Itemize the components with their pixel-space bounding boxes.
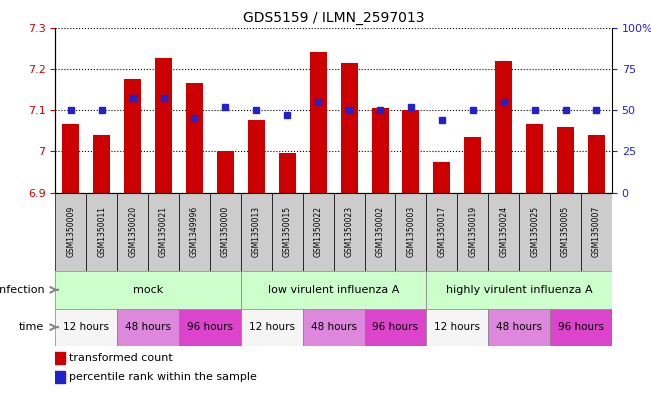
Text: 12 hours: 12 hours xyxy=(63,322,109,332)
Bar xyxy=(241,271,426,309)
Text: 96 hours: 96 hours xyxy=(558,322,604,332)
Bar xyxy=(426,193,457,271)
Text: 12 hours: 12 hours xyxy=(249,322,295,332)
Bar xyxy=(241,309,303,346)
Bar xyxy=(271,193,303,271)
Text: GSM1350002: GSM1350002 xyxy=(376,206,385,257)
Bar xyxy=(402,110,419,193)
Text: GSM1350017: GSM1350017 xyxy=(437,206,447,257)
Text: GSM1350019: GSM1350019 xyxy=(468,206,477,257)
Bar xyxy=(248,120,265,193)
Bar xyxy=(86,193,117,271)
Bar xyxy=(519,193,550,271)
Bar xyxy=(179,193,210,271)
Bar xyxy=(179,309,241,346)
Text: mock: mock xyxy=(133,285,163,295)
Bar xyxy=(340,62,357,193)
Bar xyxy=(495,61,512,193)
Text: GSM1350024: GSM1350024 xyxy=(499,206,508,257)
Bar xyxy=(557,127,574,193)
Bar xyxy=(241,193,271,271)
Text: percentile rank within the sample: percentile rank within the sample xyxy=(69,372,256,382)
Text: time: time xyxy=(19,322,44,332)
Bar xyxy=(55,309,117,346)
Bar xyxy=(303,309,365,346)
Text: GSM1350011: GSM1350011 xyxy=(97,206,106,257)
Bar xyxy=(93,135,110,193)
Bar xyxy=(310,52,327,193)
Bar xyxy=(303,193,333,271)
Text: 48 hours: 48 hours xyxy=(496,322,542,332)
Bar xyxy=(365,309,426,346)
Bar xyxy=(217,151,234,193)
Bar xyxy=(395,193,426,271)
Text: highly virulent influenza A: highly virulent influenza A xyxy=(446,285,592,295)
Bar xyxy=(55,193,86,271)
Text: GSM1350000: GSM1350000 xyxy=(221,206,230,257)
Bar xyxy=(464,137,481,193)
Bar xyxy=(526,125,543,193)
Text: GSM1350007: GSM1350007 xyxy=(592,206,601,257)
Bar xyxy=(62,125,79,193)
Bar xyxy=(333,193,365,271)
Bar xyxy=(488,309,550,346)
Text: GSM1349996: GSM1349996 xyxy=(190,206,199,257)
Bar xyxy=(279,153,296,193)
Text: 48 hours: 48 hours xyxy=(311,322,357,332)
Bar xyxy=(55,271,241,309)
Bar xyxy=(488,193,519,271)
Text: GSM1350023: GSM1350023 xyxy=(344,206,353,257)
Text: 12 hours: 12 hours xyxy=(434,322,480,332)
Bar xyxy=(550,193,581,271)
Text: 48 hours: 48 hours xyxy=(125,322,171,332)
Text: low virulent influenza A: low virulent influenza A xyxy=(268,285,399,295)
Text: GSM1350020: GSM1350020 xyxy=(128,206,137,257)
Text: infection: infection xyxy=(0,285,44,295)
Bar xyxy=(117,193,148,271)
Text: GSM1350005: GSM1350005 xyxy=(561,206,570,257)
Bar xyxy=(372,108,389,193)
Bar xyxy=(124,79,141,193)
Bar xyxy=(588,135,605,193)
Title: GDS5159 / ILMN_2597013: GDS5159 / ILMN_2597013 xyxy=(243,11,424,25)
Bar xyxy=(550,309,612,346)
Bar xyxy=(210,193,241,271)
Text: transformed count: transformed count xyxy=(69,353,173,363)
Text: GSM1350009: GSM1350009 xyxy=(66,206,76,257)
Text: GSM1350025: GSM1350025 xyxy=(530,206,539,257)
Bar xyxy=(186,83,203,193)
Text: GSM1350013: GSM1350013 xyxy=(252,206,261,257)
Bar xyxy=(365,193,395,271)
Text: GSM1350015: GSM1350015 xyxy=(283,206,292,257)
Bar xyxy=(457,193,488,271)
Bar xyxy=(434,162,450,193)
Text: 96 hours: 96 hours xyxy=(372,322,419,332)
Bar xyxy=(155,59,172,193)
Bar xyxy=(148,193,179,271)
Text: GSM1350003: GSM1350003 xyxy=(406,206,415,257)
Text: GSM1350022: GSM1350022 xyxy=(314,206,323,257)
Bar xyxy=(426,271,612,309)
Bar xyxy=(426,309,488,346)
Bar xyxy=(581,193,612,271)
Text: 96 hours: 96 hours xyxy=(187,322,233,332)
Bar xyxy=(117,309,179,346)
Text: GSM1350021: GSM1350021 xyxy=(159,206,168,257)
